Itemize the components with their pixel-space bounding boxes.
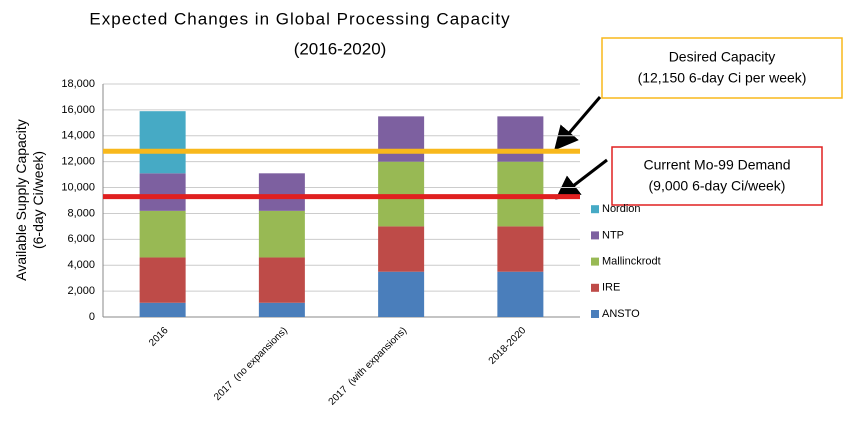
legend-swatch xyxy=(591,205,599,214)
y-tick-label: 10,000 xyxy=(61,181,95,193)
bar-segment xyxy=(139,111,186,174)
bar-segment xyxy=(258,302,305,317)
annotation: (9,000 6-day Ci/week) xyxy=(649,178,786,194)
bar-segment xyxy=(139,257,186,303)
y-tick-label: 0 xyxy=(89,311,95,323)
x-tick-label: 2017 (with expansions) xyxy=(327,325,409,407)
y-tick-label: 4,000 xyxy=(67,259,95,271)
y-tick-label: 12,000 xyxy=(61,156,95,168)
bar-segment xyxy=(258,210,305,258)
legend-swatch xyxy=(591,283,599,292)
bar-segment xyxy=(139,173,186,211)
y-tick-label: 2,000 xyxy=(67,285,95,297)
y-axis-label: Available Supply Capacity(6-day Ci/week) xyxy=(13,119,46,281)
annotation: (12,150 6-day Ci per week) xyxy=(638,70,807,86)
bar-segment xyxy=(497,226,544,272)
bar-segment xyxy=(497,161,544,227)
y-tick-label: 16,000 xyxy=(61,104,95,116)
legend-label: ANSTO xyxy=(602,308,640,320)
y-tick-label: 6,000 xyxy=(67,233,95,245)
bar-segment xyxy=(139,210,186,258)
bar-segment xyxy=(378,116,425,162)
x-tick-label: 2017 (no expansions) xyxy=(212,325,290,403)
y-tick-label: 14,000 xyxy=(61,130,95,142)
bar-segment xyxy=(139,302,186,317)
chart-subtitle: (2016-2020) xyxy=(294,39,387,58)
legend-swatch xyxy=(591,310,599,318)
annotation: Current Mo-99 Demand xyxy=(643,157,790,173)
legend-swatch xyxy=(591,257,599,266)
bar-segment xyxy=(497,116,544,162)
bar-segment xyxy=(378,161,425,227)
arrow xyxy=(554,96,602,151)
bar-segment xyxy=(378,226,425,272)
legend-label: NTP xyxy=(602,229,624,241)
bar-segment xyxy=(258,173,305,211)
chart-title: Expected Changes in Global Processing Ca… xyxy=(89,9,510,28)
annotation-box xyxy=(611,146,823,206)
x-tick-label: 2016 xyxy=(147,325,171,349)
annotation: Desired Capacity xyxy=(669,49,776,65)
y-tick-label: 18,000 xyxy=(61,78,95,90)
bar-segment xyxy=(258,257,305,303)
legend-label: Nordion xyxy=(602,203,641,215)
bar-segment xyxy=(378,271,425,317)
x-tick-label: 2018-2020 xyxy=(487,325,529,367)
annotation-box xyxy=(601,37,843,99)
bar-segment xyxy=(497,271,544,317)
y-tick-label: 8,000 xyxy=(67,207,95,219)
legend-label: IRE xyxy=(602,282,620,294)
legend-label: Mallinckrodt xyxy=(602,256,661,268)
legend-swatch xyxy=(591,231,599,240)
arrow xyxy=(555,158,608,200)
